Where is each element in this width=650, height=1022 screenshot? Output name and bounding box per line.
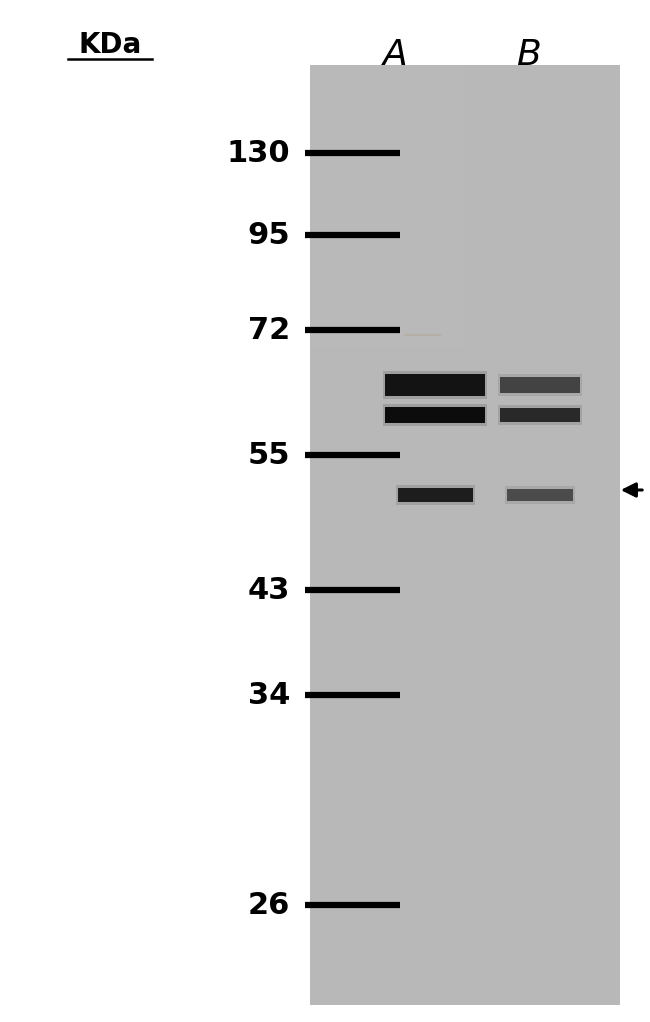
Text: 130: 130 [226, 139, 290, 168]
Text: KDa: KDa [79, 31, 142, 59]
Bar [383, 404, 487, 426]
Text: 34: 34 [248, 681, 290, 709]
Bar [500, 408, 580, 422]
Bar [385, 407, 485, 423]
Bar [395, 485, 474, 505]
Bar [398, 487, 473, 502]
Bar [500, 377, 580, 393]
Text: 55: 55 [248, 440, 290, 469]
Text: 43: 43 [248, 575, 290, 604]
Text: 26: 26 [248, 890, 290, 920]
Bar [498, 405, 582, 425]
Bar [505, 486, 575, 504]
Bar [498, 374, 582, 397]
Bar [310, 65, 465, 347]
Text: A: A [383, 38, 408, 72]
Bar [310, 65, 620, 1005]
Bar [507, 490, 573, 501]
Bar [383, 371, 487, 399]
Text: 72: 72 [248, 316, 290, 344]
Text: B: B [515, 38, 540, 72]
Bar [385, 374, 485, 396]
Text: 95: 95 [248, 221, 290, 249]
